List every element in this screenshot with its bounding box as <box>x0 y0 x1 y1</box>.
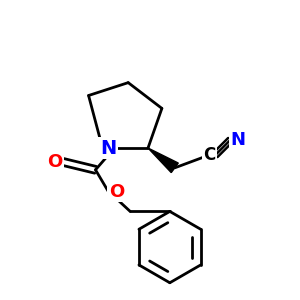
Polygon shape <box>148 148 178 172</box>
Text: O: O <box>109 183 124 201</box>
Text: N: N <box>100 139 116 158</box>
Text: N: N <box>231 131 246 149</box>
Text: O: O <box>47 153 62 171</box>
Text: C: C <box>203 146 216 164</box>
